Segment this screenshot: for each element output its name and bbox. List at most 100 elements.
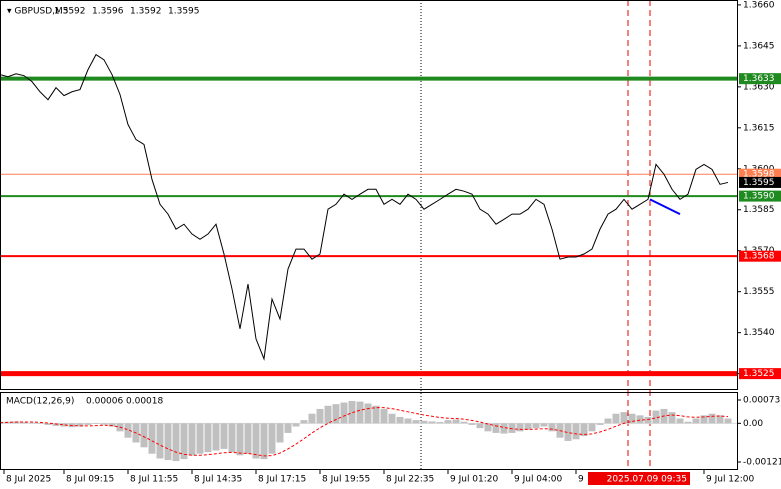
- level-label: 1.3590: [743, 192, 775, 202]
- macd-bar: [60, 423, 68, 427]
- macd-bar: [444, 420, 452, 424]
- level-label: 1.3633: [743, 74, 775, 84]
- macd-bar: [724, 418, 732, 424]
- macd-bar: [84, 423, 92, 425]
- y-tick-label: 1.3540: [743, 328, 775, 338]
- symbol-title: ▾ GBPUSD,M5: [7, 7, 69, 17]
- macd-bar: [652, 410, 660, 424]
- macd-bar: [36, 423, 44, 424]
- level-label: 1.3598: [743, 170, 775, 180]
- trend-line: [649, 198, 681, 216]
- macd-bar: [212, 423, 220, 451]
- macd-bar: [268, 423, 276, 454]
- macd-bar: [484, 423, 492, 432]
- current-price-label: 1.3595: [743, 178, 775, 188]
- macd-bar: [380, 408, 388, 424]
- macd-bar: [540, 423, 548, 427]
- macd-bar: [636, 415, 644, 424]
- macd-bar: [260, 423, 268, 460]
- macd-bar: [460, 421, 468, 424]
- y-tick-label: 0.00073: [743, 395, 780, 405]
- y-tick-label: 1.3630: [743, 82, 775, 92]
- level-label-box: [739, 368, 781, 380]
- level-label: 1.3525: [743, 369, 775, 379]
- macd-bar: [596, 423, 604, 425]
- macd-bar: [172, 423, 180, 462]
- macd-bar: [716, 415, 724, 424]
- x-tick-label: 8 Jul 14:35: [194, 475, 242, 485]
- macd-frame: [0, 392, 738, 470]
- macd-bar: [420, 420, 428, 424]
- y-tick-label: 1.3645: [743, 41, 775, 51]
- x-tick-label: 8 Jul 2025: [6, 475, 51, 485]
- macd-bar: [476, 423, 484, 429]
- macd-bar: [468, 423, 476, 425]
- macd-bar: [620, 412, 628, 424]
- macd-bar: [668, 412, 676, 424]
- macd-bar: [516, 423, 524, 432]
- x-tick-label: 8 Jul 22:35: [386, 475, 434, 485]
- macd-bar: [44, 423, 52, 425]
- macd-bar: [196, 423, 204, 454]
- y-tick-label: 0.00: [743, 419, 763, 429]
- macd-bar: [108, 423, 116, 427]
- macd-bar: [164, 423, 172, 461]
- macd-bar: [364, 403, 372, 424]
- x-tick-label: 8 Jul 19:55: [322, 475, 370, 485]
- macd-value: 0.00006: [86, 397, 123, 407]
- level-label-box: [739, 73, 781, 85]
- macd-bar: [236, 423, 244, 456]
- plot: [0, 53, 738, 462]
- macd-bar: [676, 418, 684, 424]
- macd-bar: [644, 416, 652, 424]
- macd-bar: [452, 419, 460, 424]
- macd-bar: [28, 422, 36, 424]
- x-tick-label: 8 Jul 17:15: [258, 475, 306, 485]
- macd-bar: [524, 423, 532, 430]
- macd-bar: [572, 423, 580, 440]
- ohlc: 1.3596: [92, 7, 124, 17]
- macd-bar: [292, 423, 300, 427]
- macd-bar: [156, 423, 164, 459]
- macd-bar: [532, 423, 540, 429]
- x-tick-label: 9 Jul 01:20: [450, 475, 499, 485]
- macd-bar: [148, 423, 156, 454]
- macd-bar: [124, 423, 132, 438]
- macd-bar: [140, 423, 148, 448]
- macd-bar: [404, 418, 412, 424]
- x-tick-label: 9 Jul 04:00: [514, 475, 563, 485]
- axis: 1.36601.36451.36301.36151.36001.35851.35…: [3, 0, 781, 485]
- y-tick-label: 1.3555: [743, 287, 775, 297]
- ohlc: 1.3595: [168, 7, 200, 17]
- macd-bar: [412, 420, 420, 424]
- y-tick-label: 1.3615: [743, 123, 775, 133]
- macd-bar: [508, 423, 516, 433]
- macd-bar: [548, 423, 556, 432]
- y-tick-label: 1.3660: [743, 0, 775, 10]
- ohlc: 1.3592: [130, 7, 162, 17]
- ohlc: 1.3592: [54, 7, 86, 17]
- macd-bar: [372, 405, 380, 424]
- current-price-box: [739, 176, 781, 188]
- macd-bar: [52, 423, 60, 426]
- x-tick-label: 8 Jul 09:15: [66, 475, 114, 485]
- signal-line: [0, 407, 729, 457]
- level-label-box: [739, 168, 781, 180]
- macd-bar: [276, 423, 284, 443]
- macd-bar: [684, 421, 692, 424]
- macd-bar: [492, 423, 500, 433]
- macd-bar: [300, 420, 308, 424]
- macd-bar: [188, 423, 196, 456]
- macd-bar: [4, 421, 12, 424]
- macd-bar: [588, 423, 596, 432]
- main-frame: [0, 0, 738, 390]
- macd-bar: [708, 413, 716, 424]
- macd-bar: [612, 413, 620, 424]
- y-tick-label: -0.00121: [743, 458, 781, 468]
- macd-bar: [692, 418, 700, 424]
- x-tick-label: 8 Jul 11:55: [130, 475, 178, 485]
- macd-bar: [348, 400, 356, 424]
- y-tick-label: 1.3585: [743, 205, 775, 215]
- macd-bar: [244, 423, 252, 454]
- macd-bar: [100, 423, 108, 425]
